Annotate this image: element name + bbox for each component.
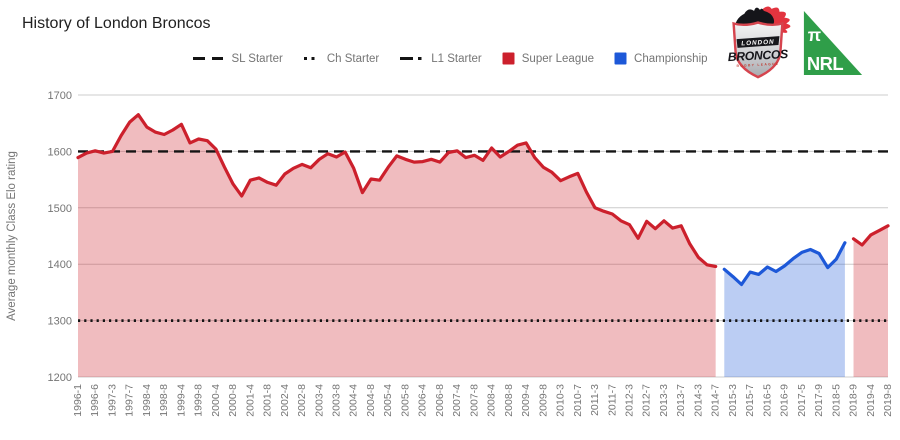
x-tick-label: 2015-7 (744, 384, 756, 417)
line-super-league (851, 224, 890, 247)
area-super-league (78, 114, 716, 377)
y-axis-title: Average monthly Class Elo rating (6, 151, 18, 321)
x-tick-label: 2010-3 (555, 384, 567, 417)
x-tick-label: 1998-8 (158, 384, 170, 417)
x-tick-label: 1997-3 (106, 384, 118, 417)
line-championship (722, 241, 847, 287)
x-tick-label: 2000-4 (210, 384, 222, 417)
x-tick-label: 2008-4 (486, 384, 498, 417)
legend-item-championship: Championship (614, 52, 708, 65)
x-tick-label: 2018-5 (830, 384, 842, 417)
y-tick-label: 1700 (48, 90, 72, 102)
y-tick-label: 1200 (48, 372, 72, 384)
legend-item-sl-starter: SL Starter (192, 52, 283, 65)
london-broncos-logo: LONDON BRONCOS RUGBY LEAGUE (727, 6, 791, 79)
area-super-league (853, 225, 888, 377)
legend-label: SL Starter (231, 52, 283, 65)
x-tick-label: 2012-3 (623, 384, 635, 417)
league-areas (78, 114, 888, 377)
x-tick-label: 2002-4 (279, 384, 291, 417)
nrl-wordmark: NRL (807, 53, 844, 74)
x-tick-label: 2019-4 (865, 384, 877, 417)
x-tick-label: 1998-4 (141, 384, 153, 417)
x-tick-label: 1996-1 (72, 384, 84, 417)
y-tick-label: 1300 (48, 316, 72, 328)
x-tick-label: 2005-4 (382, 384, 394, 417)
x-tick-label: 2012-7 (641, 384, 653, 417)
elo-series (76, 113, 890, 287)
dotted-swatch-icon (303, 57, 319, 60)
x-tick-label: 2004-8 (365, 384, 377, 417)
nrl-triangle (803, 11, 863, 75)
starter-lines (78, 150, 888, 323)
x-tick-label: 2017-9 (813, 384, 825, 417)
x-tick-label: 2001-4 (244, 384, 256, 417)
x-tick-label: 2013-3 (658, 384, 670, 417)
dashed-swatch-icon (193, 57, 224, 60)
broncos-wordmark: BRONCOS (727, 47, 788, 64)
chart-legend: SL Starter Ch Starter L1 Starter Super Leag… (0, 52, 900, 65)
x-tick-label: 2014-7 (710, 384, 722, 417)
x-tick-label: 2016-9 (779, 384, 791, 417)
x-tick-label: 2006-4 (417, 384, 429, 417)
box-swatch-icon (502, 52, 515, 65)
x-tick-label: 1999-8 (193, 384, 205, 417)
x-tick-label: 2011-7 (606, 384, 618, 416)
x-tick-label: 1999-4 (175, 384, 187, 417)
x-tick-label: 1996-6 (89, 384, 101, 417)
x-tick-label: 2006-8 (434, 384, 446, 417)
x-tick-label: 2011-3 (589, 384, 601, 416)
x-tick-label: 2007-4 (451, 384, 463, 417)
x-tick-label: 2009-8 (537, 384, 549, 417)
legend-item-ch-starter: Ch Starter (303, 52, 379, 65)
x-tick-label: 2014-3 (692, 384, 704, 417)
broncos-banner (736, 36, 780, 48)
box-swatch-icon (614, 52, 627, 65)
dashdot-swatch-icon (400, 57, 424, 60)
broncos-shield (732, 21, 784, 79)
x-tick-label: 2003-4 (313, 384, 325, 417)
x-tick-label: 2001-8 (262, 384, 274, 417)
x-tick-label: 2013-7 (675, 384, 687, 417)
y-tick-label: 1500 (48, 203, 72, 215)
legend-item-l1-starter: L1 Starter (399, 52, 482, 65)
x-tick-label: 2002-8 (296, 384, 308, 417)
legend-label: L1 Starter (431, 52, 482, 65)
x-tick-label: 2008-8 (503, 384, 515, 417)
broncos-banner-text: LONDON (741, 39, 775, 48)
x-tick-label: 2009-4 (520, 384, 532, 417)
x-tick-label: 2015-3 (727, 384, 739, 417)
x-tick-label: 2018-9 (848, 384, 860, 417)
legend-label: Ch Starter (326, 52, 380, 65)
legend-label: Super League (521, 52, 595, 65)
nrl-pi-symbol: π (808, 25, 821, 45)
y-tick-label: 1400 (48, 259, 72, 271)
x-tick-label: 2016-5 (761, 384, 773, 417)
x-tick-label: 2017-5 (796, 384, 808, 417)
legend-label: Championship (634, 52, 708, 65)
x-tick-label: 2019-8 (882, 384, 894, 417)
area-championship (724, 242, 845, 377)
x-tick-label: 2004-4 (348, 384, 360, 417)
x-tick-label: 2000-8 (227, 384, 239, 417)
line-super-league (76, 113, 718, 269)
page-title: History of London Broncos (22, 15, 211, 32)
x-tick-label: 2007-8 (468, 384, 480, 417)
y-tick-label: 1600 (48, 146, 72, 158)
x-axis-labels: 1996-1 1996-6 1997-3 1997-7 1998-4 1998-8 1999… (72, 384, 894, 417)
x-tick-label: 2003-8 (331, 384, 343, 417)
x-tick-label: 2010-7 (572, 384, 584, 417)
pi-nrl-logo: π NRL (803, 11, 863, 75)
x-tick-label: 1997-7 (124, 384, 136, 417)
x-tick-label: 2005-8 (399, 384, 411, 417)
legend-item-super-league: Super League (502, 52, 594, 65)
gridlines: 1200 1300 1400 1500 1600 1700 (48, 90, 888, 384)
broncos-tagline: RUGBY LEAGUE (736, 62, 779, 68)
